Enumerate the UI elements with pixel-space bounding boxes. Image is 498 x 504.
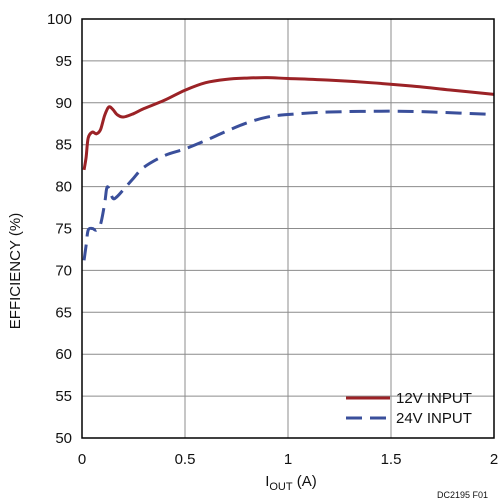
y-tick-label: 80 xyxy=(55,179,72,196)
y-axis-label: EFFICIENCY (%) xyxy=(7,213,24,329)
x-tick-label: 0 xyxy=(78,451,86,468)
x-axis-label-subscript: OUT xyxy=(269,481,293,493)
x-tick-label: 1.5 xyxy=(381,451,402,468)
legend: 12V INPUT 24V INPUT xyxy=(346,390,472,427)
x-tick-label: 1 xyxy=(284,451,292,468)
series-line-1 xyxy=(82,109,495,261)
x-axis-label: IOUT (A) xyxy=(265,473,317,493)
grid xyxy=(82,19,494,438)
series-line-0 xyxy=(82,76,495,171)
y-tick-label: 95 xyxy=(55,53,72,70)
legend-label-0: 12V INPUT xyxy=(396,390,472,407)
figure-code: DC2195 F01 xyxy=(437,490,488,500)
x-axis-label-main: I xyxy=(265,473,269,490)
x-tick-label: 2 xyxy=(490,451,498,468)
x-axis-label-unit: (A) xyxy=(293,473,317,490)
x-tick-label: 0.5 xyxy=(175,451,196,468)
series-lines xyxy=(82,76,495,261)
y-tick-label: 70 xyxy=(55,262,72,279)
y-tick-label: 85 xyxy=(55,137,72,154)
y-tick-label: 65 xyxy=(55,304,72,321)
y-tick-label: 50 xyxy=(55,430,72,447)
legend-label-1: 24V INPUT xyxy=(396,410,472,427)
y-tick-label: 60 xyxy=(55,346,72,363)
plot-frame xyxy=(81,18,495,439)
x-axis-ticks: 0 0.5 1 1.5 2 xyxy=(78,451,498,468)
y-tick-label: 55 xyxy=(55,388,72,405)
y-tick-label: 100 xyxy=(47,11,72,28)
y-tick-label: 75 xyxy=(55,221,72,238)
y-axis-ticks: 50 55 60 65 70 75 80 85 90 95 100 xyxy=(47,11,72,447)
y-tick-label: 90 xyxy=(55,95,72,112)
